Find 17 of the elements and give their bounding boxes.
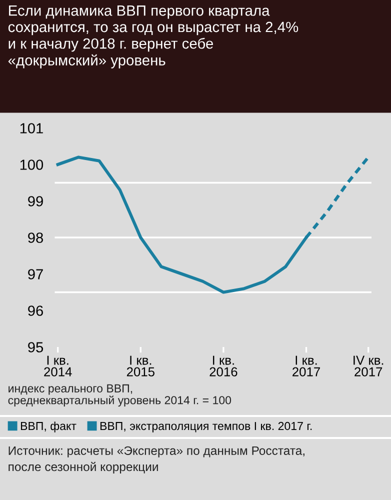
text: Источник: расчеты «Эксперта» по данным Росстата, после сезонной коррекции [8,446,304,474]
chart-title: Если динамика ВВП первого квартала сохранится, то за год он вырастет на 2,4% и к началу 2018 г. вернет себе «докрымский» уровень [8,6,298,68]
x-tick-label: IV кв. 2017 [354,356,384,376]
y-tick-label: 99 [28,196,43,206]
legend-label: ВВП, экстраполяция темпов I кв. 2017 г. [100,422,312,432]
x-tick-label: I кв. 2015 [126,356,154,376]
y-tick-label: 96 [28,306,43,316]
y-tick-label: 100 [20,160,44,170]
x-tick-label: I кв. 2014 [44,356,72,376]
legend-label: ВВП, факт [20,422,76,432]
y-tick-label: 98 [28,232,43,243]
text: индекс реального ВВП, среднеквартальный уровень 2014 г. = 100 [8,384,232,407]
y-tick-label: 95 [28,342,44,352]
y-tick-label: 101 [20,123,43,134]
y-tick-label: 97 [28,269,43,280]
x-tick-label: I кв. 2016 [210,356,238,376]
x-tick-label: I кв. 2017 [292,356,320,376]
